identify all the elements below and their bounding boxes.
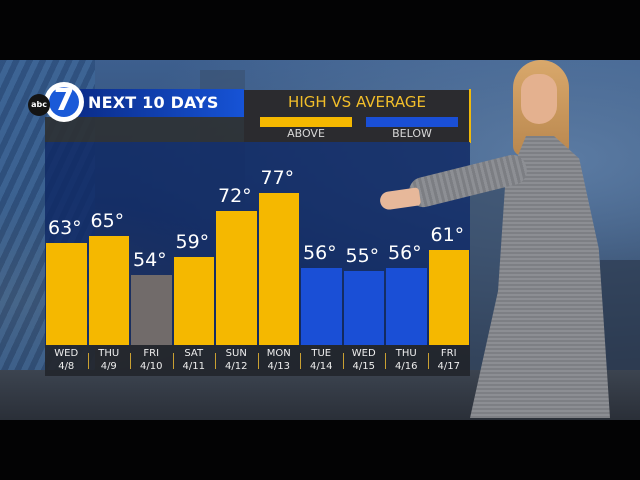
bar-value-label: 56° xyxy=(303,242,337,264)
day-of-week: SAT xyxy=(184,348,204,359)
day-separator xyxy=(342,353,344,369)
bar-value-label: 59° xyxy=(175,231,210,253)
day-date: 4/17 xyxy=(437,361,460,372)
bar-sat-4-11 xyxy=(173,257,214,345)
day-of-week: FRI xyxy=(143,348,160,359)
bar-value-label: 54° xyxy=(133,249,167,271)
channel-number: 7 xyxy=(53,83,75,118)
legend-box xyxy=(244,90,470,142)
legend-swatch-above xyxy=(260,117,352,127)
day-date: 4/10 xyxy=(140,361,163,372)
bar-wed-4-8 xyxy=(46,243,87,345)
bar-sun-4-12 xyxy=(216,211,257,345)
day-date: 4/14 xyxy=(310,361,333,372)
day-label: THU 4/9 xyxy=(88,347,131,373)
title-underbar xyxy=(45,117,244,142)
day-label: WED 4/15 xyxy=(343,347,386,373)
legend-title: HIGH VS AVERAGE xyxy=(288,93,426,111)
day-separator xyxy=(87,353,89,369)
bar-tue-4-14 xyxy=(301,268,342,345)
day-date: 4/13 xyxy=(267,361,290,372)
day-label: SAT 4/11 xyxy=(173,347,216,373)
day-of-week: WED xyxy=(54,348,79,359)
day-of-week: FRI xyxy=(440,348,457,359)
day-date: 4/16 xyxy=(395,361,418,372)
day-date: 4/15 xyxy=(352,361,375,372)
bar-value-label: 65° xyxy=(90,210,125,232)
day-label: THU 4/16 xyxy=(385,347,428,373)
legend-swatch-below xyxy=(366,117,458,127)
bar-value-label: 77° xyxy=(260,167,295,189)
bar-thu-4-9 xyxy=(88,236,129,345)
meteorologist xyxy=(378,58,620,418)
x-axis-labels: WED 4/8 THU 4/9 FRI 4/10 SAT 4/11 SUN 4/12 MON 4/13… xyxy=(45,345,470,376)
bar-thu-4-16 xyxy=(386,268,427,345)
legend-label-above: ABOVE xyxy=(287,127,325,140)
title-banner xyxy=(78,89,244,117)
day-of-week: MON xyxy=(266,348,291,359)
chart-panel: 63° 65° 54° 59° 72° 77° 56° 55° 56° 61° xyxy=(45,142,470,345)
bar-value-label: 72° xyxy=(218,185,252,207)
day-label: WED 4/8 xyxy=(45,347,88,373)
day-label: FRI 4/10 xyxy=(130,347,173,373)
day-separator xyxy=(300,353,301,369)
day-separator xyxy=(172,353,174,369)
bar-value-label: 61° xyxy=(430,224,465,246)
bar-value-label: 56° xyxy=(388,242,422,264)
day-date: 4/8 xyxy=(58,361,75,372)
page-title: NEXT 10 DAYS xyxy=(88,93,219,112)
day-of-week: THU xyxy=(395,348,417,359)
presenter-hand xyxy=(378,187,422,211)
day-separator xyxy=(257,353,259,369)
day-label: TUE 4/14 xyxy=(300,347,343,373)
day-separator xyxy=(385,353,386,369)
day-date: 4/11 xyxy=(182,361,205,372)
day-separator xyxy=(427,353,429,369)
day-date: 4/9 xyxy=(100,361,117,372)
day-of-week: TUE xyxy=(311,348,332,359)
bar-value-label: 63° xyxy=(48,217,82,239)
day-date: 4/12 xyxy=(225,361,248,372)
day-of-week: SUN xyxy=(225,348,247,359)
legend-accent-line xyxy=(469,89,471,143)
day-of-week: WED xyxy=(351,348,376,359)
bar-wed-4-15 xyxy=(343,271,384,345)
bar-mon-4-13 xyxy=(258,193,299,345)
abc-network-icon: abc xyxy=(28,94,50,116)
day-separator xyxy=(215,353,216,369)
abc7-logo-inner xyxy=(49,87,79,117)
day-label: MON 4/13 xyxy=(258,347,301,373)
day-of-week: THU xyxy=(98,348,120,359)
presenter-face xyxy=(521,74,557,124)
day-label: FRI 4/17 xyxy=(428,347,471,373)
bar-fri-4-17 xyxy=(428,250,469,345)
bar-value-label: 55° xyxy=(345,245,380,267)
day-label: SUN 4/12 xyxy=(215,347,258,373)
day-separator xyxy=(130,353,131,369)
bar-fri-4-10 xyxy=(131,275,172,345)
legend-label-below: BELOW xyxy=(392,127,432,140)
